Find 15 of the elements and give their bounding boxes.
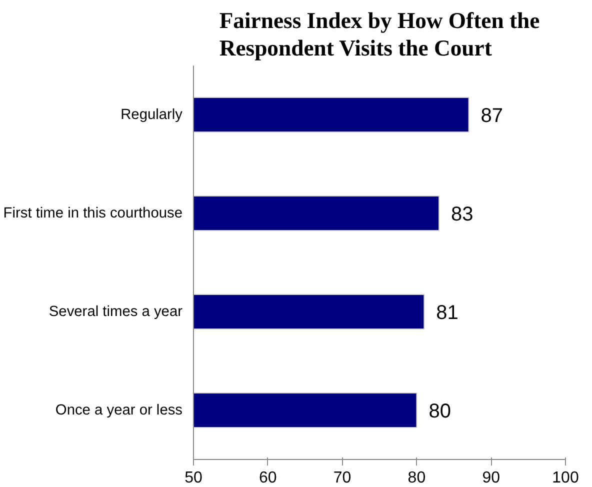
- y-tick-label: Once a year or less: [55, 402, 182, 418]
- x-tick-label: 70: [333, 470, 352, 486]
- y-tick-label: Regularly: [120, 106, 184, 123]
- y-tick-label: First time in this courthouse: [3, 205, 183, 222]
- data-label: 87: [480, 104, 504, 127]
- y-tick-label: Several times a year: [48, 304, 183, 320]
- x-tick-label: 100: [552, 470, 579, 486]
- data-label: 81: [436, 302, 458, 324]
- data-label: 80: [428, 400, 451, 422]
- x-tick-label: 90: [482, 470, 500, 486]
- chart-title: Fairness Index by How Often the Respondent Visits the Court: [219, 8, 540, 60]
- x-tick-label: 50: [184, 470, 202, 486]
- x-tick-label: 80: [408, 470, 426, 486]
- data-label: 83: [451, 203, 474, 226]
- x-tick-label: 60: [259, 470, 277, 486]
